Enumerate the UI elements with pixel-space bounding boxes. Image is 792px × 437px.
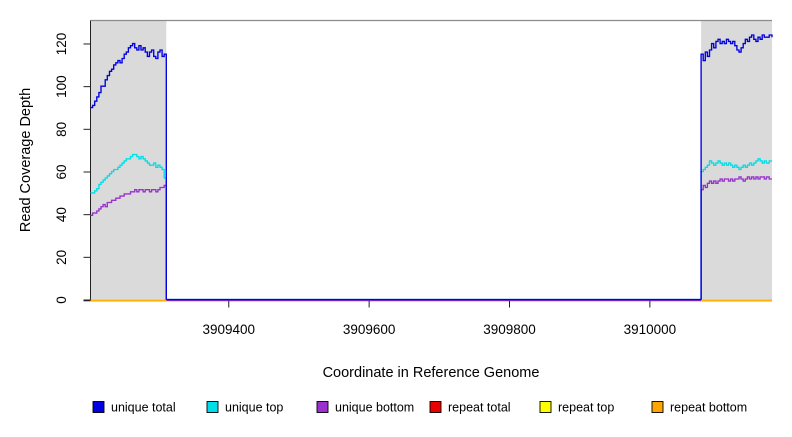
- legend-swatch: [651, 401, 664, 413]
- legend-item-repeat-total: repeat total: [429, 401, 511, 415]
- legend-label: unique bottom: [335, 401, 414, 415]
- y-tick-label: 100: [54, 75, 69, 98]
- shaded-regions: [90, 21, 772, 301]
- x-axis-ticks: 3909400 3909600 3909800 3910000: [202, 301, 676, 337]
- legend-label: repeat top: [558, 401, 614, 415]
- series-line-unique-bottom: [90, 176, 772, 302]
- y-axis-ticks: 0 20 40 60 80 100 120: [54, 33, 91, 304]
- legend-item-repeat-top: repeat top: [539, 401, 614, 415]
- legend-item-unique-top: unique top: [206, 401, 283, 415]
- shaded-region-left-flank: [90, 21, 167, 301]
- y-tick-label: 40: [54, 207, 69, 222]
- y-tick-label: 20: [54, 250, 69, 265]
- legend-swatch: [92, 401, 105, 413]
- legend-swatch: [539, 401, 552, 413]
- legend-swatch: [429, 401, 442, 413]
- x-tick-label: 3910000: [624, 322, 677, 337]
- series-lines: [90, 34, 773, 302]
- legend-item-unique-total: unique total: [92, 401, 176, 415]
- legend: unique total unique top unique bottom repea…: [92, 401, 747, 415]
- legend-label: repeat total: [448, 401, 511, 415]
- x-tick-label: 3909400: [202, 322, 255, 337]
- series-line-unique-total: [90, 34, 773, 301]
- x-tick-label: 3909600: [343, 322, 396, 337]
- x-tick-label: 3909800: [483, 322, 536, 337]
- legend-label: repeat bottom: [670, 401, 747, 415]
- legend-swatch: [316, 401, 329, 413]
- y-tick-label: 80: [54, 122, 69, 137]
- x-axis-label: Coordinate in Reference Genome: [323, 365, 540, 381]
- series-line-unique-top: [90, 153, 772, 301]
- y-tick-label: 0: [54, 296, 69, 304]
- y-axis-label: Read Coverage Depth: [18, 88, 34, 232]
- y-tick-label: 60: [54, 164, 69, 179]
- y-tick-label: 120: [54, 33, 69, 56]
- legend-label: unique total: [111, 401, 176, 415]
- legend-item-unique-bottom: unique bottom: [316, 401, 414, 415]
- legend-item-repeat-bottom: repeat bottom: [651, 401, 747, 415]
- legend-swatch: [206, 401, 219, 413]
- legend-label: unique top: [225, 401, 283, 415]
